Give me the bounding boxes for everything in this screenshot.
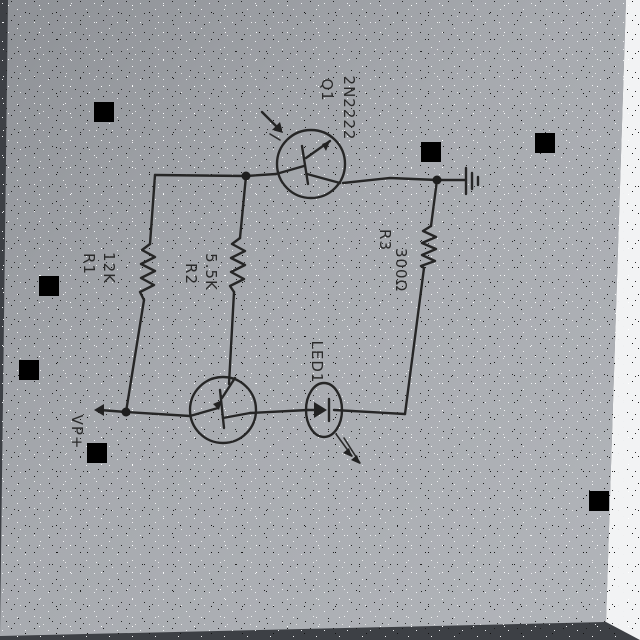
junction-dot bbox=[121, 407, 131, 417]
svg-text:300Ω: 300Ω bbox=[392, 248, 410, 292]
svg-text:2N2222: 2N2222 bbox=[340, 76, 358, 141]
redaction-square bbox=[589, 491, 609, 511]
wire-top-right bbox=[341, 176, 468, 185]
transistor-icon bbox=[188, 375, 258, 445]
label-supply: VP+ bbox=[68, 415, 86, 450]
junction-dot bbox=[241, 171, 251, 181]
label-r3-name: R3 bbox=[376, 229, 394, 251]
label-r3-value: 300Ω bbox=[392, 248, 410, 292]
wire-right-lower bbox=[403, 266, 426, 416]
junction-dot bbox=[432, 175, 442, 185]
svg-text:5.5K: 5.5K bbox=[202, 253, 220, 291]
supply-arrow-icon bbox=[94, 404, 104, 416]
resistor-icon bbox=[228, 236, 247, 294]
ground-icon bbox=[464, 166, 480, 196]
redaction-square bbox=[39, 276, 59, 296]
wire-left-lower bbox=[124, 298, 146, 414]
redaction-square bbox=[535, 133, 555, 153]
redaction-square bbox=[94, 102, 114, 122]
wire-right-upper bbox=[429, 178, 439, 228]
label-r2-name: R2 bbox=[182, 263, 200, 285]
label-q1-name: Q1 bbox=[318, 78, 336, 101]
svg-text:R2: R2 bbox=[182, 263, 200, 285]
wire-left-upper bbox=[148, 173, 157, 246]
redaction-square bbox=[19, 360, 39, 380]
svg-text:VP+: VP+ bbox=[68, 415, 86, 450]
label-r1-value: 12K bbox=[100, 252, 118, 284]
label-led1: LED1 bbox=[308, 341, 326, 384]
label-q1-part: 2N2222 bbox=[340, 76, 358, 141]
wire-bottom-left bbox=[124, 410, 192, 418]
redaction-square bbox=[87, 443, 107, 463]
wire-mid-upper bbox=[238, 174, 248, 240]
svg-text:R1: R1 bbox=[80, 253, 98, 275]
svg-text:LED1: LED1 bbox=[308, 341, 326, 384]
svg-text:12K: 12K bbox=[100, 252, 118, 284]
junctions bbox=[121, 171, 442, 417]
svg-text:Q1: Q1 bbox=[318, 78, 336, 101]
label-r1-name: R1 bbox=[80, 253, 98, 275]
svg-text:R3: R3 bbox=[376, 229, 394, 251]
resistor-icon bbox=[138, 242, 157, 302]
redaction-square bbox=[421, 142, 441, 162]
wire-bottom-right bbox=[332, 408, 407, 416]
wire-bottom-mid bbox=[248, 408, 310, 415]
light-arrow-icon bbox=[335, 433, 361, 464]
wire-mid-lower bbox=[227, 290, 236, 386]
light-arrow-icon bbox=[260, 110, 283, 141]
resistor-icon bbox=[419, 224, 438, 270]
label-r2-value: 5.5K bbox=[202, 253, 220, 291]
transistor-icon bbox=[274, 128, 347, 200]
led-icon bbox=[304, 381, 344, 439]
redaction-marks bbox=[19, 102, 609, 511]
